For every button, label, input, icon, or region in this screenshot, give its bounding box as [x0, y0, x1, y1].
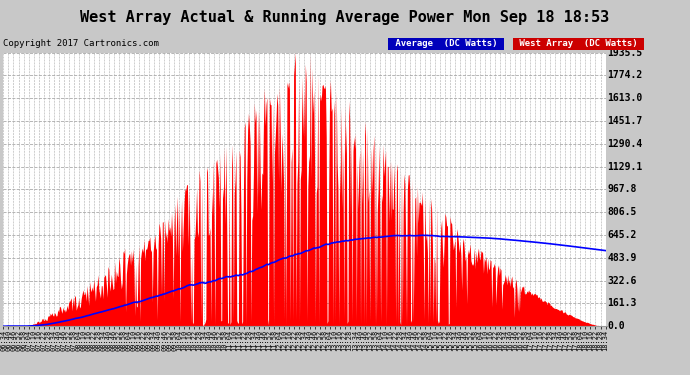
Text: 967.8: 967.8	[607, 184, 637, 194]
Text: 0.0: 0.0	[607, 321, 625, 331]
Text: 1451.7: 1451.7	[607, 116, 642, 126]
Text: West Array Actual & Running Average Power Mon Sep 18 18:53: West Array Actual & Running Average Powe…	[80, 9, 610, 26]
Text: West Array  (DC Watts): West Array (DC Watts)	[514, 39, 643, 48]
Text: 161.3: 161.3	[607, 298, 637, 308]
Text: 1129.1: 1129.1	[607, 162, 642, 171]
Text: 322.6: 322.6	[607, 276, 637, 286]
Text: 806.5: 806.5	[607, 207, 637, 217]
Text: Average  (DC Watts): Average (DC Watts)	[390, 39, 503, 48]
Text: Copyright 2017 Cartronics.com: Copyright 2017 Cartronics.com	[3, 39, 159, 48]
Text: 1290.4: 1290.4	[607, 139, 642, 149]
Text: 1774.2: 1774.2	[607, 70, 642, 80]
Text: 1935.5: 1935.5	[607, 48, 642, 57]
Text: 483.9: 483.9	[607, 253, 637, 263]
Text: 1613.0: 1613.0	[607, 93, 642, 103]
Text: 645.2: 645.2	[607, 230, 637, 240]
